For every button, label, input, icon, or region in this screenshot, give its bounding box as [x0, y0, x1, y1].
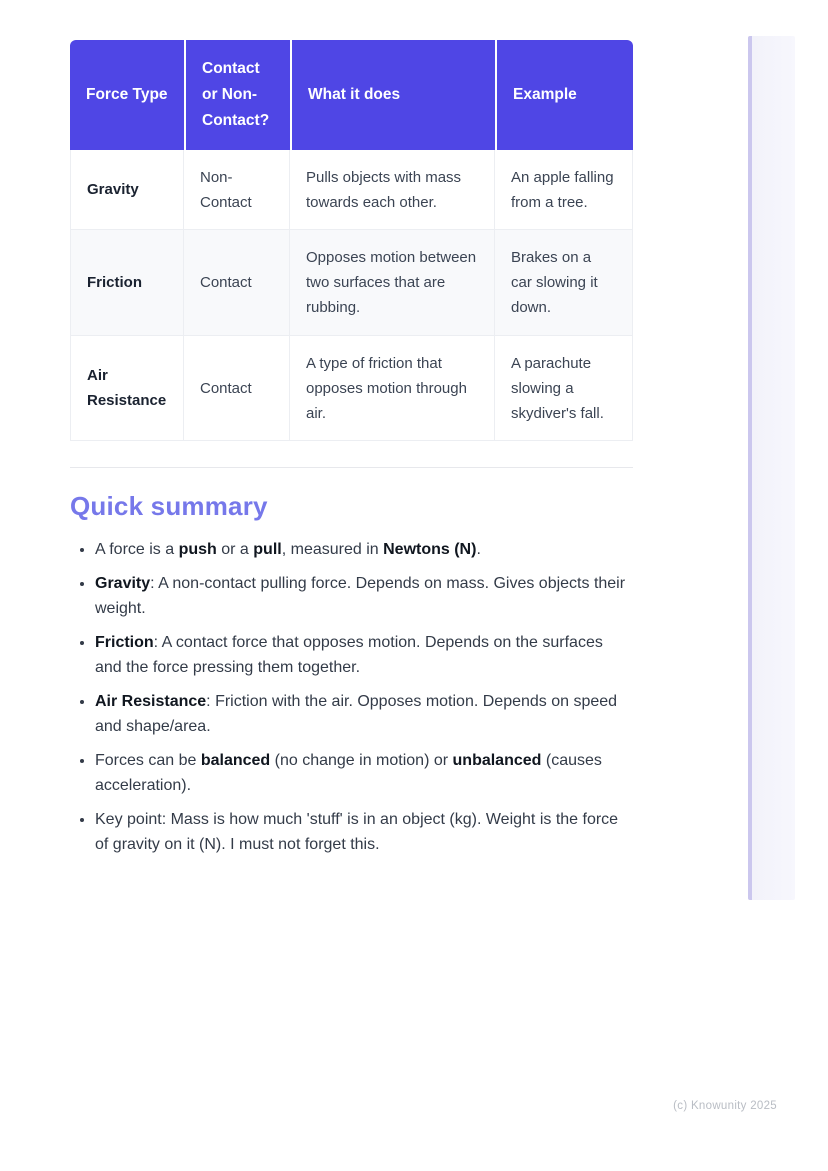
column-header: What it does — [290, 40, 495, 150]
bold-text: balanced — [200, 752, 271, 769]
table-cell: Gravity — [70, 150, 184, 230]
column-header: Example — [495, 40, 633, 150]
list-item: A force is a push or a pull, measured in… — [95, 537, 633, 562]
list-item: Gravity: A non-contact pulling force. De… — [95, 571, 633, 621]
table-cell: Brakes on a car slowing it down. — [495, 230, 633, 336]
table-cell: Air Resistance — [70, 336, 184, 441]
table-row: Gravity Non-Contact Pulls objects with mas… — [70, 150, 633, 230]
bold-text: push — [178, 541, 217, 558]
text: : A non-contact pulling force. Depends o… — [95, 575, 626, 617]
text: Brakes on a car slowing it down. — [511, 249, 598, 316]
table-row: Air Resistance Contact A type of friction … — [70, 336, 633, 441]
table-cell: A parachute slowing a skydiver's fall. — [495, 336, 633, 441]
bold-text: Friction — [95, 634, 154, 651]
text: An apple falling from a tree. — [511, 168, 614, 211]
text: A type of friction that opposes motion t… — [306, 354, 467, 422]
text: : A contact force that opposes motion. D… — [95, 634, 603, 676]
table-cell: Contact — [184, 336, 290, 441]
list-item: Forces can be balanced (no change in mot… — [95, 748, 633, 798]
bold-text: Air Resistance — [87, 367, 167, 409]
table-cell: A type of friction that opposes motion t… — [290, 336, 495, 441]
bold-text: pull — [253, 541, 282, 558]
text: . — [476, 541, 481, 558]
note-content: Force Type Contact or Non-Contact? What it… — [70, 40, 633, 866]
bold-text: Newtons (N) — [383, 541, 477, 558]
bold-text: Friction — [87, 274, 142, 291]
text: A force is a — [95, 541, 179, 558]
table-cell: Friction — [70, 230, 184, 336]
table-cell: An apple falling from a tree. — [495, 150, 633, 230]
list-item: Air Resistance: Friction with the air. O… — [95, 689, 633, 739]
text: A parachute slowing a skydiver's fall. — [511, 354, 604, 422]
text: Non-Contact — [200, 168, 252, 211]
table-row: Friction Contact Opposes motion between tw… — [70, 230, 633, 336]
text: Forces can be — [95, 752, 201, 769]
table-body: Gravity Non-Contact Pulls objects with mas… — [70, 150, 633, 441]
table-cell: Contact — [184, 230, 290, 336]
bold-text: unbalanced — [452, 752, 542, 769]
text: Contact — [200, 379, 252, 397]
table-cell: Pulls objects with mass towards each oth… — [290, 150, 495, 230]
section-divider — [70, 467, 633, 468]
text: , measured in — [281, 541, 384, 558]
text: Key point: Mass is how much 'stuff' is i… — [95, 811, 619, 853]
list-item: Key point: Mass is how much 'stuff' is i… — [95, 807, 633, 857]
bold-text: Gravity — [87, 181, 139, 198]
table-header-row: Force Type Contact or Non-Contact? What it… — [70, 40, 633, 150]
column-header: Force Type — [70, 40, 184, 150]
footer-copyright: (c) Knowunity 2025 — [673, 1100, 777, 1112]
list-item: Friction: A contact force that opposes m… — [95, 630, 633, 680]
force-types-table: Force Type Contact or Non-Contact? What it… — [70, 40, 633, 441]
text: (causes acceleration). — [95, 752, 602, 794]
table-cell: Non-Contact — [184, 150, 290, 230]
text: or a — [216, 541, 254, 558]
table-cell: Opposes motion between two surfaces that… — [290, 230, 495, 336]
text: Opposes motion between two surfaces that… — [306, 249, 477, 316]
text: Pulls objects with mass towards each oth… — [306, 168, 462, 211]
text: : Friction with the air. Opposes motion.… — [95, 693, 618, 735]
side-accent-panel — [748, 36, 795, 900]
column-header: Contact or Non-Contact? — [184, 40, 290, 150]
quick-summary-heading: Quick summary — [70, 491, 268, 521]
bold-text: Air Resistance — [95, 693, 207, 710]
text: (no change in motion) or — [270, 752, 453, 769]
summary-list: A force is a push or a pull, measured in… — [70, 537, 633, 857]
text: Contact — [200, 274, 252, 291]
table-header: Force Type Contact or Non-Contact? What it… — [70, 40, 633, 150]
bold-text: Gravity — [95, 575, 151, 592]
